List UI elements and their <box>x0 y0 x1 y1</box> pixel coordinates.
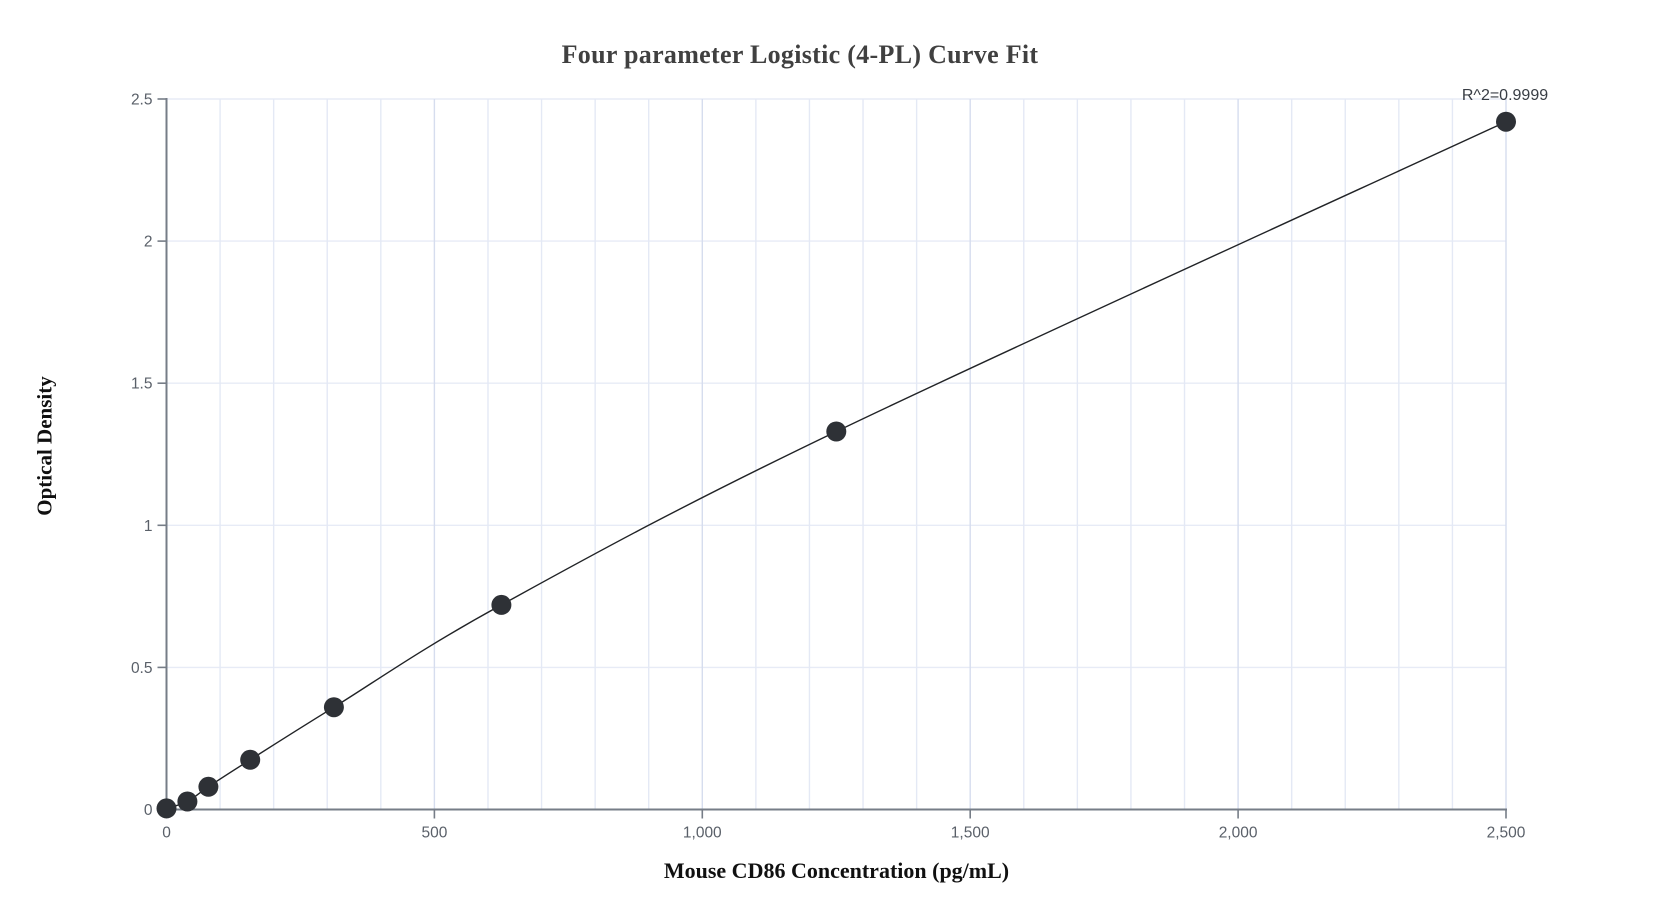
fit-curve <box>166 121 1507 810</box>
data-point <box>491 594 512 615</box>
y-axis-title: Optical Density <box>32 376 57 516</box>
x-tick-label: 2,500 <box>1487 825 1526 842</box>
data-point <box>156 798 177 819</box>
data-point <box>826 421 847 442</box>
y-tick-label: 2.5 <box>131 92 153 109</box>
chart-title: Four parameter Logistic (4-PL) Curve Fit <box>561 40 1039 69</box>
y-tick-label: 1.5 <box>131 376 153 393</box>
y-tick-label: 1 <box>144 518 153 535</box>
x-tick-label: 2,000 <box>1219 825 1258 842</box>
x-tick-label: 1,500 <box>951 825 990 842</box>
data-point <box>323 697 344 718</box>
r-squared-annotation: R^2=0.9999 <box>1461 87 1549 104</box>
data-point <box>177 791 198 812</box>
x-axis-title: Mouse CD86 Concentration (pg/mL) <box>663 858 1010 883</box>
y-tick-label: 0 <box>144 802 153 819</box>
data-point <box>198 776 219 797</box>
data-point <box>1496 111 1516 132</box>
x-tick-label: 0 <box>162 825 171 842</box>
x-tick-label: 500 <box>421 825 447 842</box>
y-tick-label: 2 <box>144 234 153 251</box>
x-tick-label: 1,000 <box>683 825 722 842</box>
data-point <box>240 749 261 770</box>
y-tick-label: 0.5 <box>131 660 153 677</box>
